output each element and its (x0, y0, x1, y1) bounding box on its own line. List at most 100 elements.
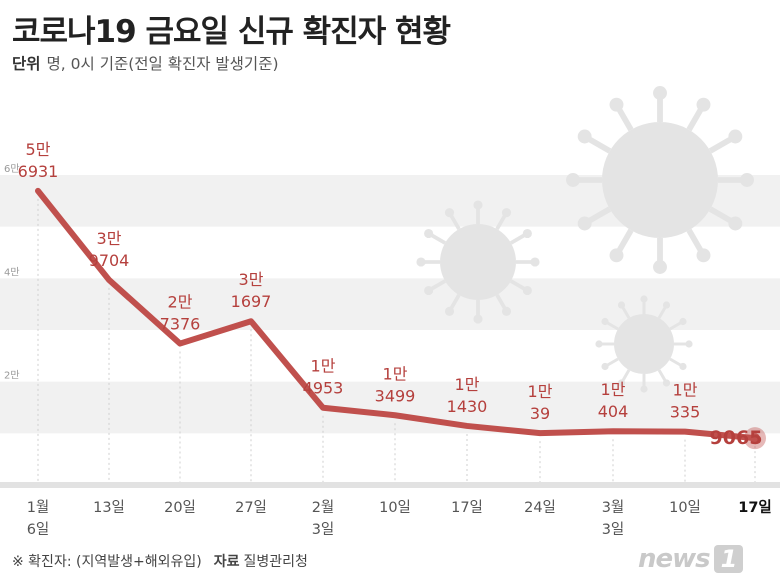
x-tick-label: 2월 (312, 499, 335, 516)
data-label: 335 (670, 403, 701, 422)
x-tick-label: 17일 (451, 499, 483, 516)
x-tick-label: 10일 (669, 499, 701, 516)
virus-spike-tip (640, 295, 648, 303)
source-label: 자료 (213, 554, 240, 570)
virus-icon (416, 200, 540, 324)
data-label-top: 2만 (168, 293, 193, 312)
virus-icon (595, 295, 693, 393)
series-line (35, 187, 758, 442)
virus-spike (657, 305, 668, 319)
virus-spike (620, 369, 631, 383)
source-name: 질병관리청 (243, 554, 308, 570)
data-label: 3499 (375, 386, 416, 405)
virus-spike (509, 232, 527, 245)
virus-spike-tip (728, 129, 743, 144)
virus-spike-tip (416, 257, 426, 267)
virus-spike-tip (617, 379, 626, 387)
unit-note: 단위 명, 0시 기준(전일 확진자 발생기준) (12, 52, 279, 74)
virus-spike-tip (444, 208, 455, 218)
logo-box: 1 (713, 545, 744, 573)
x-tick-label: 17일 (738, 499, 772, 516)
data-label: 4953 (303, 379, 344, 398)
grid-band (0, 381, 780, 434)
virus-spike (708, 135, 735, 154)
x-tick-label: 27일 (235, 499, 267, 516)
virus-body (602, 122, 718, 238)
virus-spike-tip (473, 314, 483, 324)
virus-spike-tip (530, 257, 540, 267)
virus-spike (429, 279, 447, 292)
y-tick-label: 4만 (4, 266, 20, 278)
virus-spike (657, 369, 668, 383)
virus-spike-tip (424, 228, 434, 239)
x-tick-label: 10일 (379, 499, 411, 516)
virus-spike-tip (740, 173, 754, 187)
virus-spike (448, 213, 461, 231)
x-tick-label: 20일 (164, 499, 196, 516)
virus-spike-tip (601, 317, 609, 326)
virus-spike (495, 293, 508, 311)
data-label-top: 3만 (97, 229, 122, 248)
y-tick-label: 6만 (4, 163, 20, 175)
virus-spike-tip (601, 362, 609, 371)
x-tick-label: 13일 (93, 499, 125, 516)
footer: ※ 확진자: (지역발생+해외유입) 자료 질병관리청 (12, 551, 308, 571)
virus-spike-tip (662, 301, 671, 309)
virus-spike (585, 206, 612, 225)
virus-spike-tip (685, 340, 693, 348)
virus-spike (605, 320, 619, 331)
x-tick-label: 3월 (602, 499, 625, 516)
data-label: 39 (530, 404, 550, 423)
data-label-top: 1만 (311, 357, 336, 376)
virus-spike (686, 105, 705, 132)
virus-spike (495, 213, 508, 231)
virus-spike (615, 105, 634, 132)
data-label-top: 1만 (673, 381, 698, 400)
virus-icon (566, 86, 754, 274)
virus-spike-tip (617, 301, 626, 309)
virus-spike-tip (696, 97, 711, 112)
virus-spike-tip (640, 385, 648, 393)
virus-spike (669, 320, 683, 331)
unit-text: 명, 0시 기준(전일 확진자 발생기준) (46, 55, 279, 73)
virus-spike (585, 135, 612, 154)
data-label: 7376 (160, 315, 201, 334)
virus-spike-tip (679, 317, 687, 326)
highlight-point (750, 433, 760, 444)
x-tick-label: 24일 (524, 499, 556, 516)
virus-spike-tip (609, 97, 624, 112)
virus-spike-tip (473, 200, 483, 210)
virus-spike-tip (522, 228, 532, 239)
virus-spike (605, 357, 619, 368)
data-label-top: 1만 (601, 380, 626, 399)
virus-spike-tip (522, 285, 532, 296)
x-tick-label: 3일 (312, 521, 335, 538)
news1-logo: news 1 (638, 544, 744, 574)
data-label-top: 1만 (455, 375, 480, 394)
virus-spike-tip (501, 208, 512, 218)
virus-body (440, 224, 516, 300)
virus-spike-tip (444, 306, 455, 316)
virus-spike-tip (679, 362, 687, 371)
virus-spike-tip (566, 173, 580, 187)
page-title: 코로나19 금요일 신규 확진자 현황 (12, 14, 451, 50)
virus-body (614, 314, 674, 374)
data-label: 1697 (231, 292, 272, 311)
virus-spike (620, 305, 631, 319)
virus-spike-tip (653, 86, 667, 100)
logo-text: news (638, 544, 711, 574)
virus-spike (686, 228, 705, 255)
virus-spike-tip (662, 379, 671, 387)
data-label-top: 1만 (528, 382, 553, 401)
virus-spike-tip (501, 306, 512, 316)
data-label-top: 3만 (239, 270, 264, 289)
virus-spike (708, 206, 735, 225)
virus-spike-tip (609, 248, 624, 263)
data-label: 9704 (89, 251, 130, 270)
virus-spike-tip (728, 216, 743, 231)
x-tick-label: 6일 (27, 521, 50, 538)
virus-spike-tip (653, 260, 667, 274)
data-label: 6931 (18, 162, 59, 181)
x-tick-label: 3일 (602, 521, 625, 538)
